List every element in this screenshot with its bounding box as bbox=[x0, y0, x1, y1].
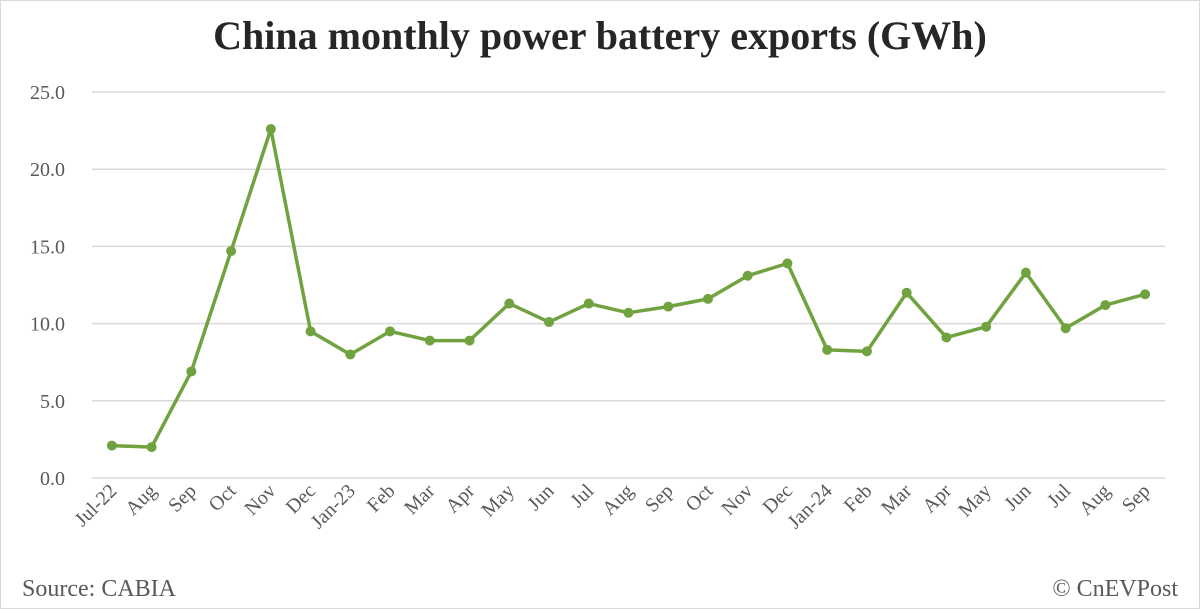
x-tick-label: Oct bbox=[682, 480, 718, 516]
x-tick-label: Jul-22 bbox=[70, 480, 121, 531]
x-tick-label: Feb bbox=[363, 480, 400, 517]
data-point bbox=[1100, 300, 1111, 311]
source-label: Source: CABIA bbox=[22, 576, 176, 602]
x-tick-label: May bbox=[477, 480, 518, 521]
y-tick-label: 20.0 bbox=[30, 159, 65, 181]
data-point bbox=[941, 332, 952, 343]
x-tick-label: Apr bbox=[918, 480, 956, 518]
data-point bbox=[504, 298, 515, 309]
x-tick-label: Sep bbox=[641, 480, 678, 517]
data-point bbox=[186, 366, 197, 377]
data-point bbox=[861, 346, 872, 357]
data-point bbox=[424, 335, 435, 346]
data-point bbox=[1060, 323, 1071, 334]
x-tick-label: Sep bbox=[164, 480, 201, 517]
y-tick-label: 25.0 bbox=[30, 82, 65, 104]
chart-title: China monthly power battery exports (GWh… bbox=[213, 13, 987, 58]
copyright-label: © CnEVPost bbox=[1052, 576, 1178, 602]
x-tick-label: Mar bbox=[877, 480, 916, 519]
x-tick-label: Aug bbox=[598, 480, 638, 520]
x-tick-label: Jun bbox=[1000, 480, 1035, 515]
data-point bbox=[702, 293, 713, 304]
data-point bbox=[822, 344, 833, 355]
x-tick-label: Jun bbox=[523, 480, 558, 515]
x-tick-label: May bbox=[954, 480, 995, 521]
data-point bbox=[1140, 289, 1151, 300]
x-tick-label: Feb bbox=[840, 480, 877, 517]
data-point bbox=[583, 298, 594, 309]
x-tick-label: Mar bbox=[400, 480, 439, 519]
x-tick-label: Oct bbox=[205, 480, 241, 516]
data-point bbox=[782, 258, 793, 269]
data-point bbox=[1020, 267, 1031, 278]
x-tick-label: Jul bbox=[566, 480, 598, 512]
data-point bbox=[385, 326, 396, 337]
y-tick-label: 10.0 bbox=[30, 314, 65, 336]
data-point bbox=[981, 321, 992, 332]
y-tick-label: 0.0 bbox=[40, 468, 65, 490]
x-tick-label: Aug bbox=[121, 480, 161, 520]
data-point bbox=[345, 349, 356, 360]
data-point bbox=[265, 124, 276, 135]
data-point bbox=[146, 442, 157, 453]
data-point bbox=[663, 301, 674, 312]
data-point bbox=[464, 335, 475, 346]
x-tick-label: Jul bbox=[1043, 480, 1075, 512]
data-point bbox=[901, 287, 912, 298]
data-point bbox=[623, 307, 634, 318]
data-point bbox=[305, 326, 316, 337]
x-tick-label: Nov bbox=[240, 480, 280, 520]
data-point bbox=[742, 270, 753, 281]
y-tick-label: 5.0 bbox=[40, 391, 65, 413]
x-tick-label: Jan-23 bbox=[307, 480, 360, 533]
x-tick-label: Aug bbox=[1075, 480, 1115, 520]
data-point bbox=[106, 440, 117, 451]
y-tick-label: 15.0 bbox=[30, 236, 65, 258]
series-line bbox=[111, 127, 1146, 449]
x-tick-label: Jan-24 bbox=[783, 480, 836, 533]
x-tick-label: Sep bbox=[1118, 480, 1155, 517]
data-point bbox=[226, 246, 237, 257]
data-point bbox=[544, 317, 555, 328]
x-tick-label: Nov bbox=[717, 480, 757, 520]
x-tick-label: Apr bbox=[442, 480, 480, 518]
